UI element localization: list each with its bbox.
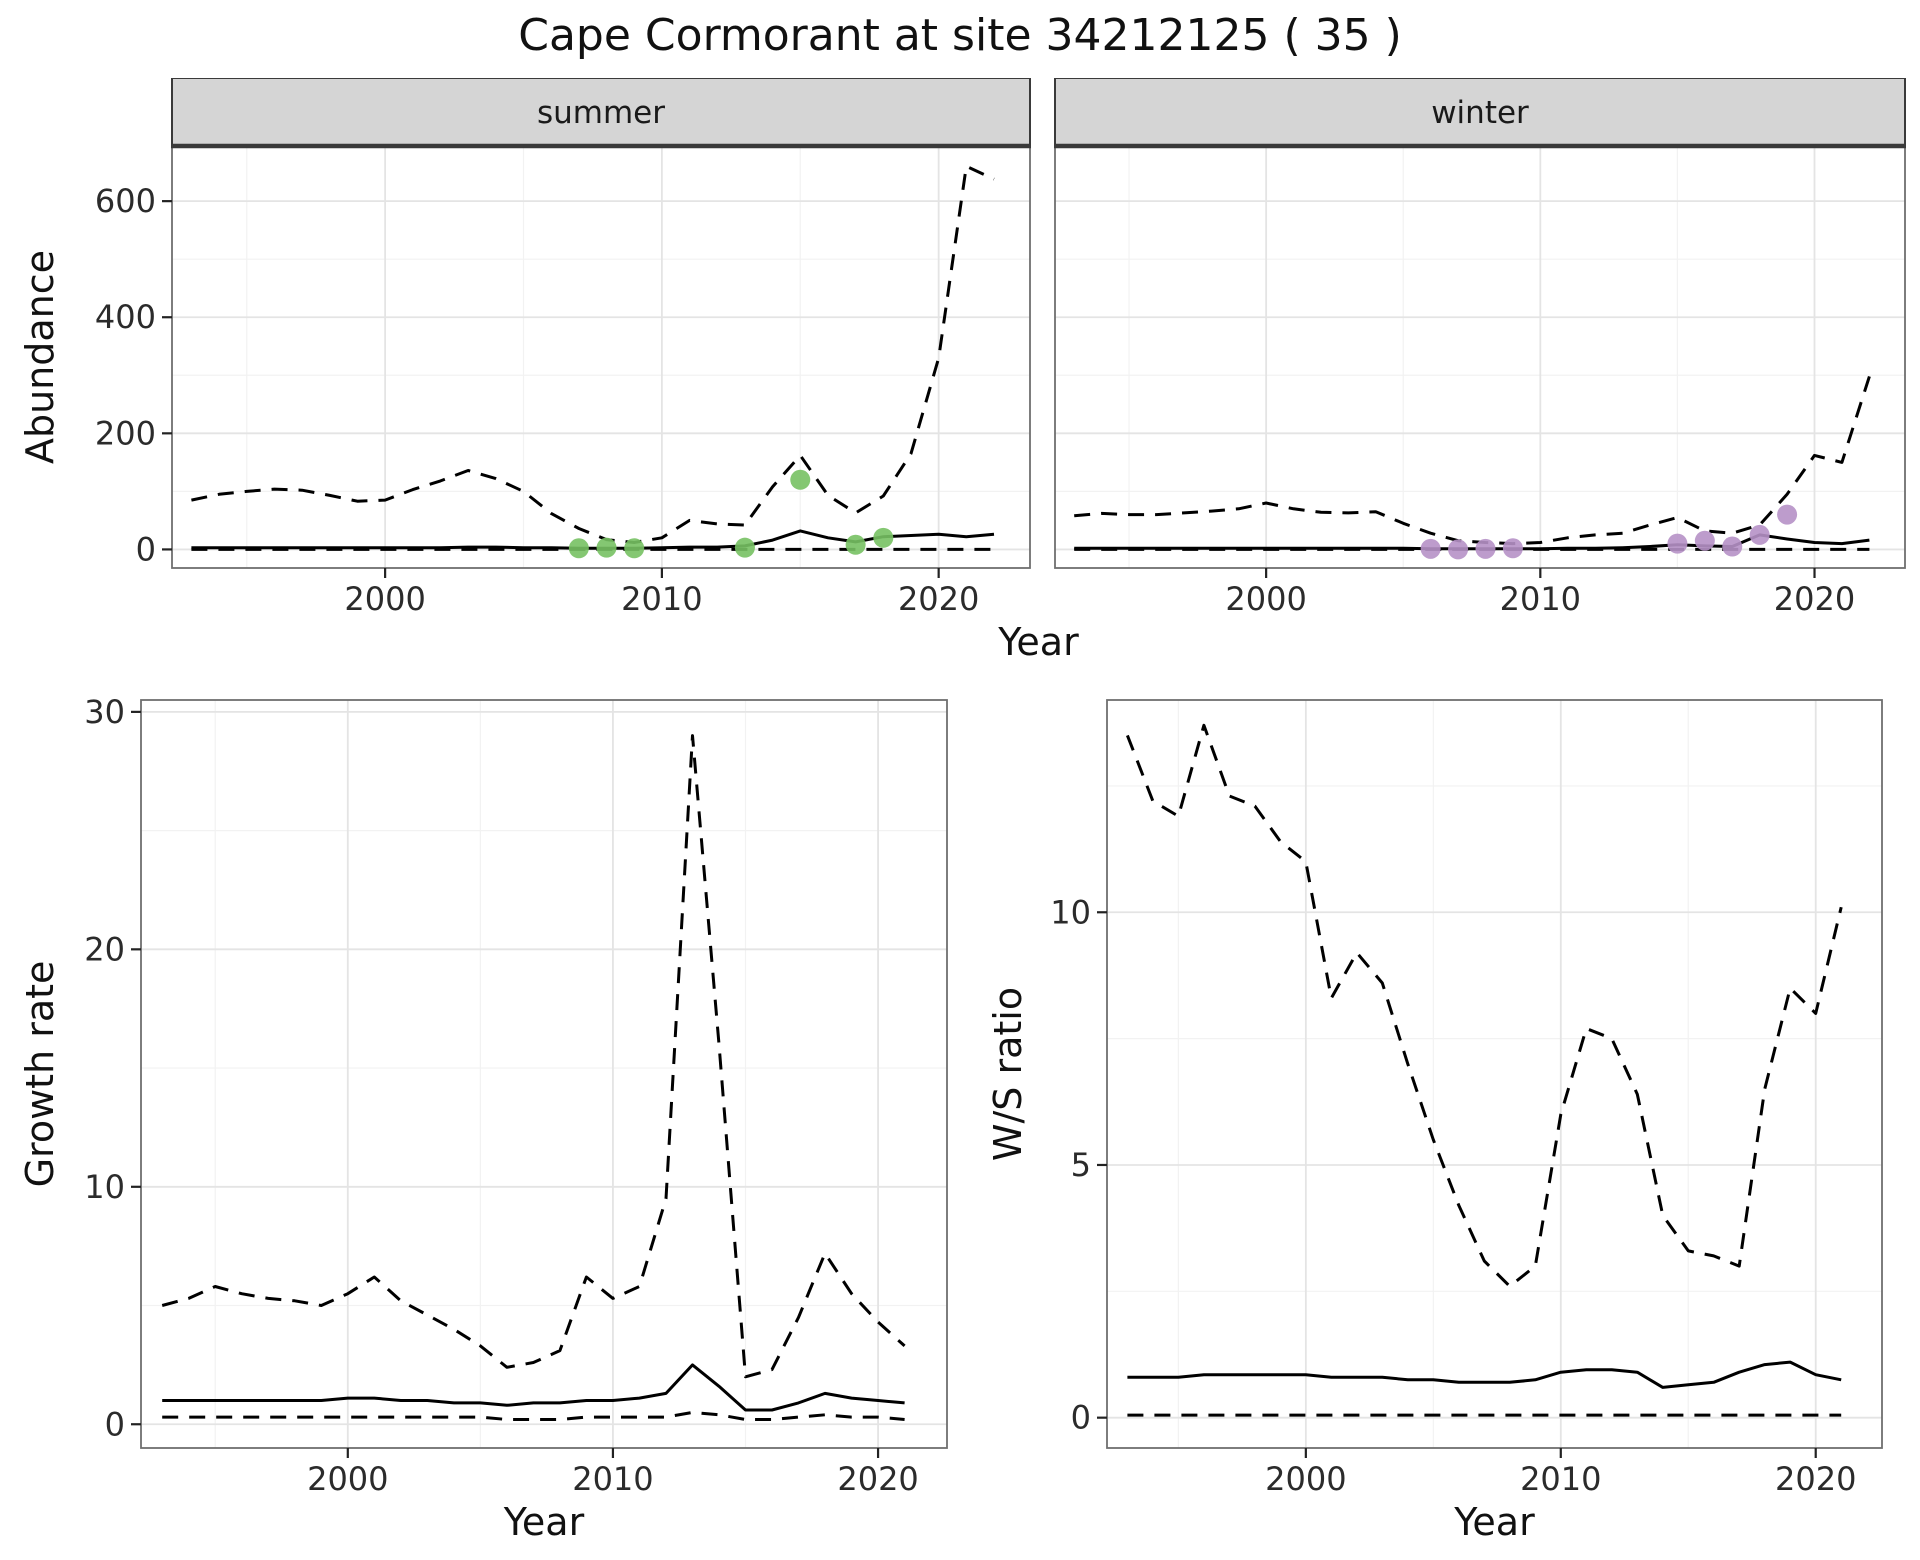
observed_counts-point — [1722, 536, 1743, 557]
observed_counts-point — [1749, 524, 1770, 545]
observed_counts-point — [1502, 538, 1523, 559]
upper_95ci-line — [161, 734, 906, 1379]
growth-rate-svg: 2000 2010 2020 0 10 20 30 — [84, 693, 948, 1498]
observed_counts-point — [1667, 533, 1688, 554]
growth-rate-y-axis-label: Growth rate — [18, 960, 62, 1188]
x-tick-label: 2020 — [837, 1460, 918, 1496]
y-tick-label: 600 — [95, 182, 156, 220]
observed_counts-point — [790, 469, 811, 490]
x-tick-label: 2000 — [1225, 580, 1306, 618]
x-tick-label: 2020 — [898, 580, 979, 618]
ws-ratio-y-axis-label: W/S ratio — [986, 986, 1030, 1162]
observed_counts-point — [873, 527, 894, 548]
panel-border — [140, 699, 948, 1449]
y-tick-label: 10 — [84, 1168, 125, 1206]
y-tick-label: 0 — [136, 530, 156, 568]
y-tick-label: 0 — [105, 1405, 125, 1443]
facet-strip-label: winter — [1431, 95, 1529, 131]
x-tick-label: 2000 — [1265, 1460, 1346, 1496]
observed_counts-point — [624, 538, 645, 559]
lower_95ci-line — [162, 1410, 905, 1421]
abundance-summer-chart: 2000 2010 2020 0 200 400 600 summer — [88, 77, 1032, 618]
observed_counts-point — [845, 534, 866, 555]
x-tick-label: 2010 — [1500, 580, 1581, 618]
observed_counts-point — [596, 537, 617, 558]
y-tick-label: 5 — [1071, 1146, 1091, 1184]
growth-rate-x-axis-label: Year — [503, 1500, 585, 1544]
x-tick-label: 2000 — [344, 580, 425, 618]
observed_counts-point — [568, 538, 589, 559]
abundance-y-axis-label: Abundance — [18, 249, 62, 465]
observed_counts-point — [1777, 504, 1798, 525]
y-tick-label: 200 — [95, 414, 156, 452]
y-tick-label: 30 — [84, 694, 125, 731]
facet-strip — [171, 77, 1031, 147]
observed_counts-point — [1694, 530, 1715, 551]
y-tick-label: 400 — [95, 298, 156, 336]
panel-background — [1055, 146, 1905, 568]
abundance-winter-svg: 2000 2010 2020 winter — [1054, 77, 1906, 618]
panel-background — [141, 700, 947, 1448]
abundance-x-axis-label: Year — [998, 620, 1079, 664]
y-tick-label: 20 — [84, 930, 125, 968]
upper_95ci-line — [1126, 723, 1843, 1288]
ws-ratio-svg: 2000 2010 2020 0 5 10 — [1050, 699, 1883, 1498]
x-tick-label: 2010 — [572, 1460, 653, 1496]
observed_counts-point — [1475, 538, 1496, 559]
panel-background — [172, 146, 1030, 568]
y-tick-label: 10 — [1050, 893, 1091, 931]
growth-rate-chart: 2000 2010 2020 0 10 20 30 — [60, 693, 950, 1498]
y-tick-label: 0 — [1071, 1399, 1091, 1437]
ws-ratio-chart: 2000 2010 2020 0 5 10 — [1028, 694, 1884, 1498]
x-tick-label: 2020 — [1774, 580, 1855, 618]
median-line — [162, 1363, 905, 1412]
facet-strip-label: summer — [537, 95, 665, 131]
abundance-summer-svg: 2000 2010 2020 0 200 400 600 summer — [95, 77, 1031, 618]
ws-ratio-x-axis-label: Year — [1454, 1500, 1535, 1544]
upper_95ci-line — [1074, 375, 1871, 546]
x-tick-label: 2020 — [1775, 1460, 1856, 1496]
x-tick-label: 2000 — [307, 1460, 388, 1496]
figure-title: Cape Cormorant at site 34212125 ( 35 ) — [518, 10, 1402, 61]
observed_counts-point — [1448, 539, 1469, 560]
x-tick-label: 2010 — [621, 580, 702, 618]
observed_counts-point — [1420, 538, 1441, 559]
upper_95ci-line — [191, 164, 995, 544]
panel-background — [1107, 700, 1882, 1448]
panel-border — [1106, 699, 1883, 1449]
observed_counts-point — [734, 537, 755, 558]
x-tick-label: 2010 — [1520, 1460, 1601, 1496]
median-line — [1127, 1360, 1842, 1389]
facet-strip — [1054, 77, 1906, 147]
abundance-winter-chart: 2000 2010 2020 winter — [1046, 77, 1913, 618]
